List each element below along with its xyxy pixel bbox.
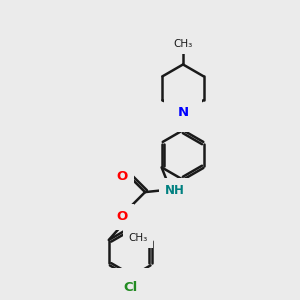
Text: CH₃: CH₃	[128, 233, 148, 243]
Text: CH₃: CH₃	[173, 39, 193, 49]
Text: N: N	[178, 106, 189, 118]
Text: NH: NH	[165, 184, 185, 197]
Text: Cl: Cl	[123, 281, 137, 294]
Text: O: O	[116, 170, 128, 183]
Text: O: O	[116, 211, 128, 224]
